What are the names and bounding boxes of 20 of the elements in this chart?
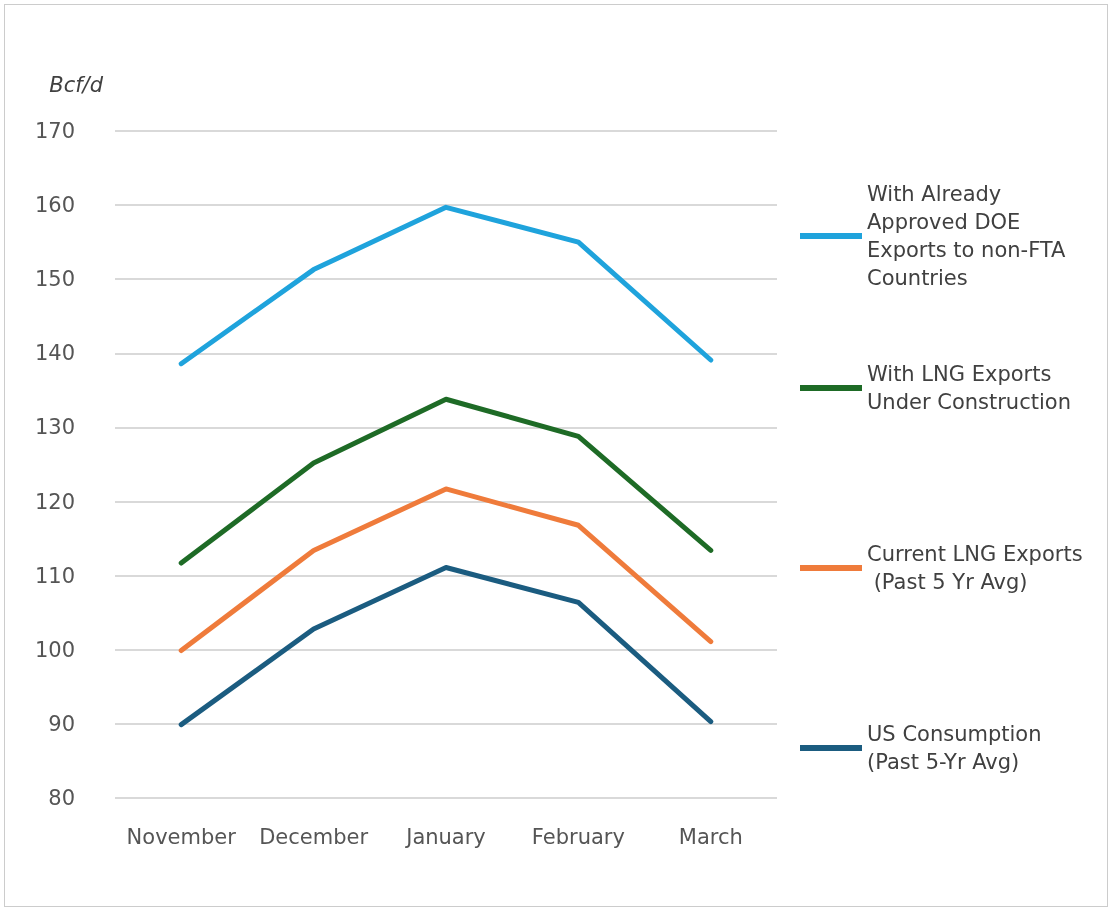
y-tick-label: 100 bbox=[34, 637, 75, 662]
y-axis-title: Bcf/d bbox=[49, 72, 104, 97]
y-tick-label: 120 bbox=[34, 489, 75, 514]
legend-label: With LNG Exports Under Construction bbox=[867, 362, 1071, 414]
x-tick-label: February bbox=[531, 824, 625, 849]
legend-label: With Already Approved DOE Exports to non-FTA Countries bbox=[867, 182, 1073, 290]
y-tick-label: 110 bbox=[34, 563, 75, 588]
y-tick-label: 90 bbox=[48, 711, 75, 736]
x-tick-label: December bbox=[259, 824, 369, 849]
y-tick-label: 170 bbox=[34, 119, 75, 143]
x-tick-label: November bbox=[126, 824, 237, 849]
y-tick-label: 130 bbox=[34, 415, 75, 440]
y-tick-label: 150 bbox=[34, 267, 75, 292]
y-tick-label: 80 bbox=[48, 786, 75, 810]
legend-label: Current LNG Exports (Past 5 Yr Avg) bbox=[867, 542, 1083, 594]
legend-label: US Consumption (Past 5-Yr Avg) bbox=[867, 722, 1049, 774]
x-tick-label: January bbox=[404, 824, 486, 849]
y-tick-label: 160 bbox=[34, 193, 75, 218]
y-tick-label: 140 bbox=[34, 341, 75, 366]
x-tick-label: March bbox=[678, 824, 743, 849]
